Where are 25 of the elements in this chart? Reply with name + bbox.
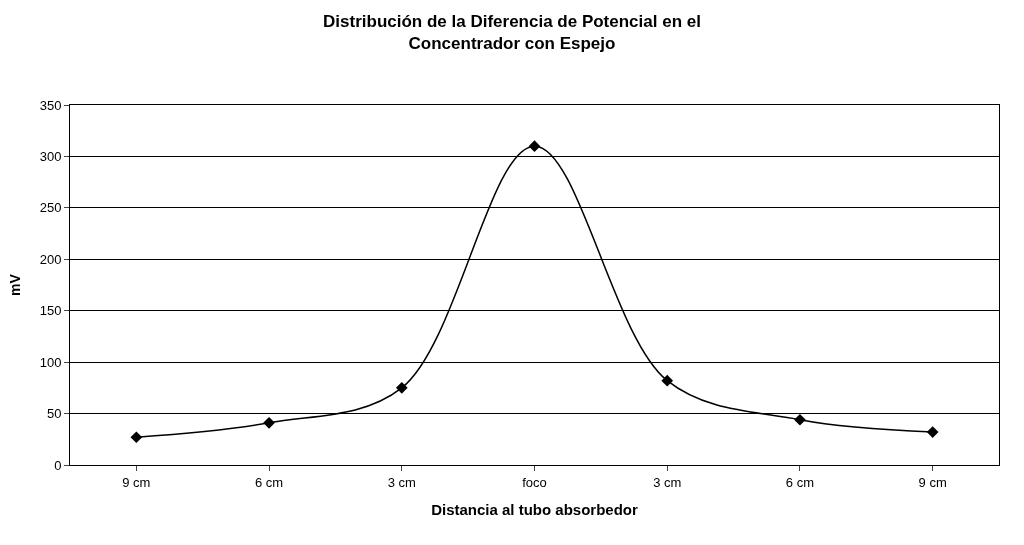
y-tick-label: 50: [46, 406, 62, 422]
chart-title: Distribución de la Diferencia de Potencial en el Concentrador con Espejo: [323, 12, 701, 54]
x-tick-label: 6 cm: [254, 474, 284, 490]
point: [395, 382, 408, 394]
y-tick-label: 0: [54, 457, 62, 473]
y-axis-title: mV: [7, 273, 24, 296]
y-tick-label: 100: [39, 354, 62, 370]
y-tick-label: 150: [39, 303, 62, 319]
y-tick-label: 350: [39, 97, 62, 113]
x-tick-label: 6 cm: [785, 474, 815, 490]
point: [926, 426, 939, 438]
point: [263, 416, 275, 429]
y-tick-label: 250: [39, 200, 62, 216]
point: [528, 140, 541, 152]
point: [794, 413, 806, 426]
y-tick-label: 300: [39, 148, 62, 164]
x-tick-label: 9 cm: [122, 474, 151, 490]
point: [661, 374, 674, 387]
point: [130, 431, 143, 444]
x-tick-label: 3 cm: [387, 474, 416, 490]
x-tick-label: 3 cm: [653, 474, 682, 490]
y-tick-label: 200: [39, 251, 62, 267]
x-axis-title: Distancia al tubo absorbedor: [431, 500, 639, 518]
x-tick-label: foco: [522, 474, 547, 490]
x-tick-label: 9 cm: [918, 474, 947, 490]
